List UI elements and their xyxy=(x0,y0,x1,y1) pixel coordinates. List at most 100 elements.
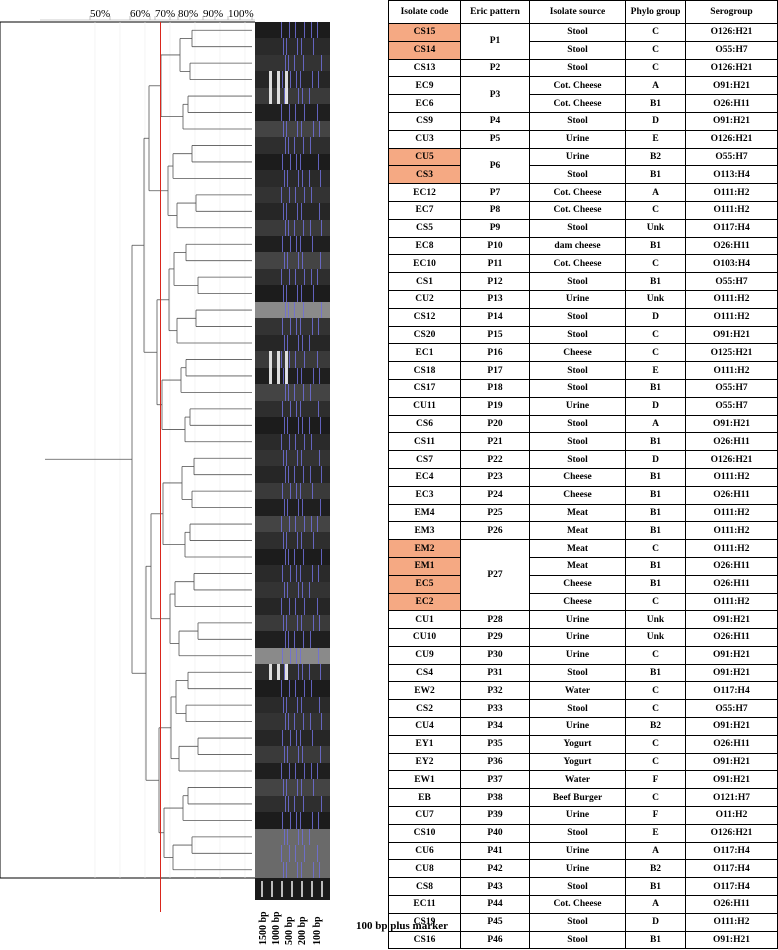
serogroup-cell: O111:H2 xyxy=(685,467,778,487)
gel-band xyxy=(297,120,298,138)
eric-pattern-cell: P29 xyxy=(460,628,530,647)
phylo-group-cell: D xyxy=(625,396,686,416)
gel-band xyxy=(295,104,296,122)
gel-band xyxy=(298,252,299,270)
isolate-code-cell: EC5 xyxy=(388,574,461,594)
gel-band xyxy=(286,614,287,632)
isolate-source-cell: Water xyxy=(529,770,626,790)
scale-label: 50% xyxy=(90,8,111,20)
serogroup-cell: O55:H7 xyxy=(685,40,778,60)
gel-band xyxy=(288,795,289,813)
gel-lane xyxy=(255,812,330,830)
gel-band xyxy=(282,400,283,418)
serogroup-cell: O55:H7 xyxy=(685,147,778,167)
isolate-code-cell: CS16 xyxy=(388,930,461,950)
gel-lane xyxy=(255,762,330,780)
gel-band xyxy=(296,482,297,500)
gel-band xyxy=(309,828,310,846)
phylo-group-cell: B1 xyxy=(625,574,686,594)
eric-pattern-cell: P10 xyxy=(460,236,530,256)
gel-band xyxy=(281,351,282,369)
gel-band xyxy=(285,548,286,566)
gel-band xyxy=(309,170,310,188)
isolate-code-cell: CU8 xyxy=(388,859,461,879)
gel-lane xyxy=(255,795,330,813)
gel-band xyxy=(313,38,314,56)
table-row: CU8 P42 Urine B2 O117:H4 xyxy=(388,859,778,879)
gel-lane xyxy=(255,779,330,797)
phylo-group-cell: C xyxy=(625,592,686,612)
isolate-source-cell: Meat xyxy=(529,539,626,558)
gel-band xyxy=(281,186,282,204)
gel-lane xyxy=(255,318,330,336)
gel-band xyxy=(298,334,299,352)
isolate-source-cell: Cot. Cheese xyxy=(529,895,626,914)
gel-band xyxy=(285,71,288,89)
gel-band xyxy=(285,795,286,813)
gel-band xyxy=(294,137,295,155)
gel-band xyxy=(317,845,318,863)
isolate-code-cell: CS10 xyxy=(388,823,461,843)
isolate-code-cell: CS6 xyxy=(388,414,461,434)
gel-band xyxy=(288,54,289,72)
gel-band xyxy=(319,861,320,879)
isolate-code-cell: EC2 xyxy=(388,592,461,612)
gel-band xyxy=(297,532,298,550)
isolate-source-cell: Stool xyxy=(529,663,626,683)
gel-band xyxy=(281,22,282,39)
gel-lane xyxy=(255,581,330,599)
gel-lane xyxy=(255,828,330,846)
phylo-group-cell: C xyxy=(625,325,686,345)
gel-band xyxy=(281,680,282,698)
isolate-source-cell: Urine xyxy=(529,147,626,167)
gel-band xyxy=(296,71,297,89)
eric-pattern-cell: P11 xyxy=(460,254,530,274)
serogroup-cell: O117:H4 xyxy=(685,218,778,238)
phylo-group-cell: B1 xyxy=(625,165,686,185)
table-row: CS7 P22 Stool D O126:H21 xyxy=(388,450,778,469)
gel-band xyxy=(285,301,286,319)
gel-band xyxy=(319,367,320,385)
serogroup-cell: O111:H2 xyxy=(685,539,778,558)
gel-band xyxy=(300,153,301,171)
phylo-group-cell: A xyxy=(625,183,686,202)
isolate-source-cell: Yogurt xyxy=(529,734,626,754)
gel-band xyxy=(302,499,303,517)
gel-band xyxy=(294,548,295,566)
gel-band xyxy=(311,515,312,533)
phylo-group-cell: B1 xyxy=(625,521,686,541)
gel-band xyxy=(296,318,297,336)
serogroup-cell: O113:H4 xyxy=(685,165,778,185)
gel-lane xyxy=(255,515,330,533)
gel-band xyxy=(284,334,285,352)
gel-band xyxy=(284,746,285,764)
table-row: CU7 P39 Urine F O11:H2 xyxy=(388,806,778,825)
table-row: CS9 P4 Stool D O91:H21 xyxy=(388,111,778,131)
gel-band xyxy=(313,532,314,550)
gel-band xyxy=(290,318,291,336)
eric-pattern-cell: P36 xyxy=(460,752,530,772)
gel-band xyxy=(303,631,304,649)
table-row: EM3 P26 Meat B1 O111:H2 xyxy=(388,521,778,541)
table-row: CU1 P28 Urine Unk O91:H21 xyxy=(388,610,778,630)
serogroup-cell: O55:H7 xyxy=(685,272,778,291)
gel-band xyxy=(302,828,303,846)
isolate-code-cell: EC7 xyxy=(388,200,461,220)
gel-band xyxy=(321,466,322,484)
serogroup-cell: O121:H7 xyxy=(685,788,778,808)
eric-pattern-cell: P26 xyxy=(460,521,530,541)
header-eric-pattern: Eric pattern xyxy=(460,0,530,24)
gel-band xyxy=(281,762,282,780)
phylo-group-cell: C xyxy=(625,58,686,78)
gel-lane xyxy=(255,54,330,72)
serogroup-cell: O26:H11 xyxy=(685,895,778,914)
eric-pattern-cell: P13 xyxy=(460,289,530,309)
gel-lane xyxy=(255,22,330,39)
serogroup-cell: O26:H11 xyxy=(685,485,778,505)
gel-band xyxy=(288,548,289,566)
phylo-group-cell: B1 xyxy=(625,556,686,576)
gel-band xyxy=(302,334,303,352)
gel-band xyxy=(304,845,305,863)
gel-band xyxy=(287,746,288,764)
gel-band xyxy=(302,252,303,270)
